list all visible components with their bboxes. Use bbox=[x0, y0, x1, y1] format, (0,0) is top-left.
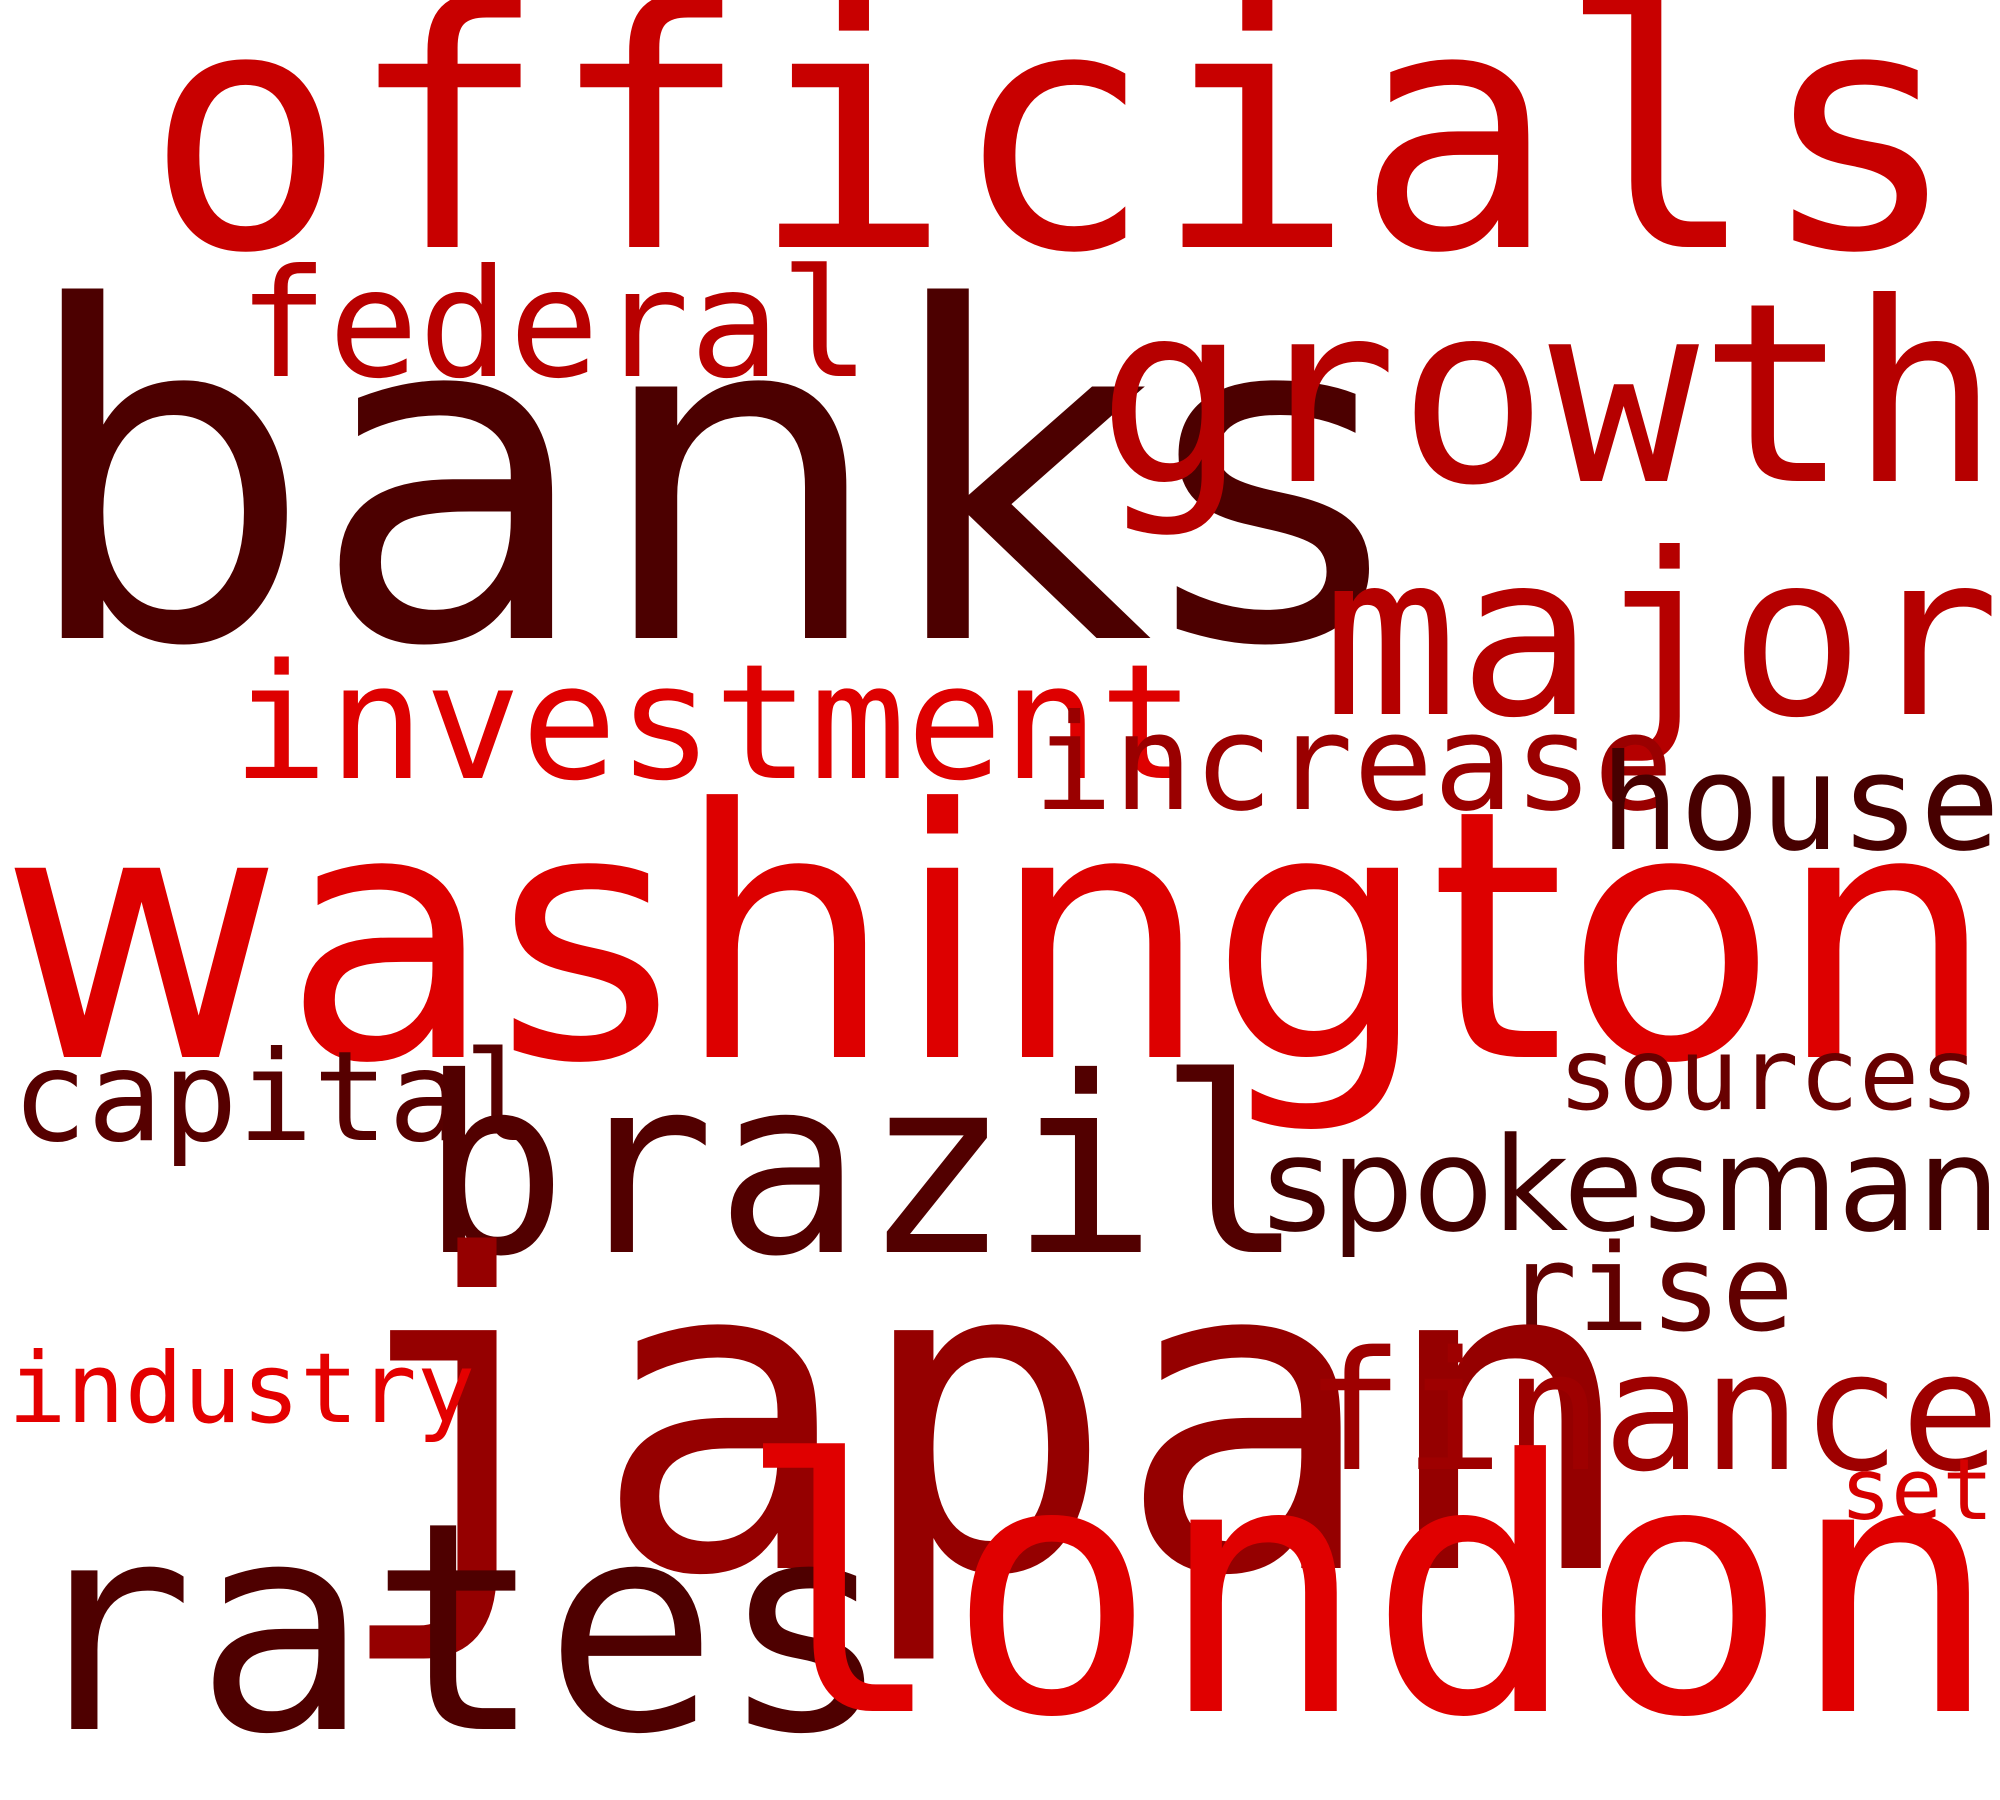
word-officials: officials bbox=[145, 0, 1961, 327]
word-federal: federal bbox=[238, 238, 871, 412]
word-finance: finance bbox=[1304, 1316, 2000, 1508]
word-major: major bbox=[1322, 506, 2000, 768]
word-japan: japan bbox=[330, 1164, 1640, 1671]
word-sources: sources bbox=[1558, 1016, 1980, 1133]
word-spokesman: spokesman bbox=[1263, 1109, 2000, 1261]
word-investment: investment bbox=[232, 629, 1196, 816]
word-set: set bbox=[1840, 1441, 1994, 1540]
word-rise: rise bbox=[1505, 1220, 1794, 1359]
word-london: london bbox=[735, 1386, 2000, 1794]
word-increase: increase bbox=[1033, 687, 1674, 841]
word-industry: industry bbox=[8, 1332, 476, 1445]
word-house: house bbox=[1599, 727, 2000, 881]
word-growth: growth bbox=[1096, 249, 2000, 540]
word-banks: banks bbox=[20, 212, 1392, 747]
word-washington: washington bbox=[0, 736, 1996, 1139]
word-rates: rates bbox=[20, 1461, 893, 1798]
word-capital: capital bbox=[12, 1025, 539, 1170]
word-brazil: brazil bbox=[420, 1025, 1306, 1310]
